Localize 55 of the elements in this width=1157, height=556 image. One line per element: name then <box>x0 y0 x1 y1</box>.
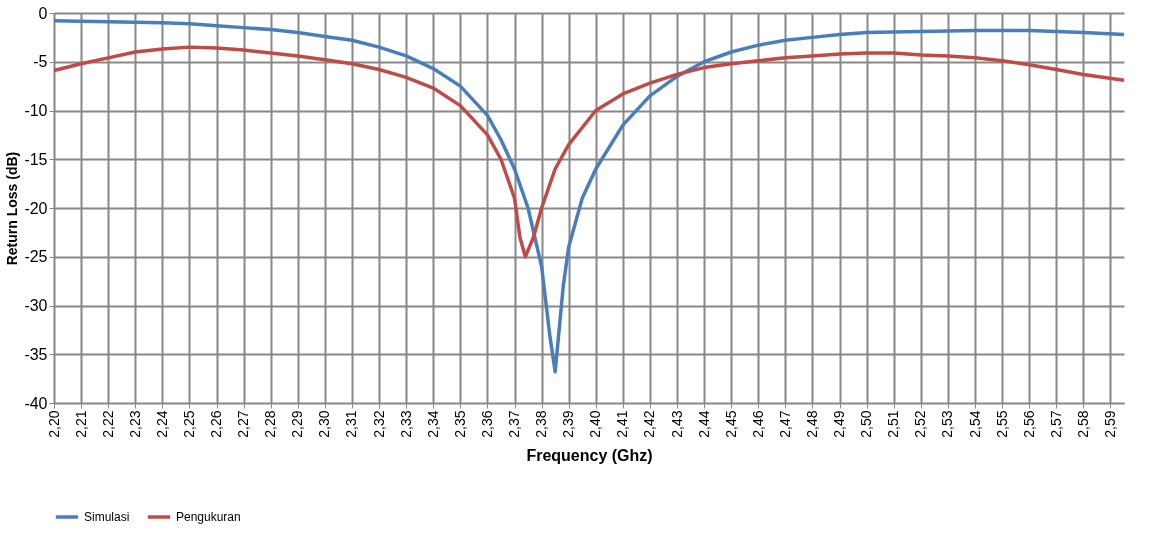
y-tick-label: -15 <box>24 150 48 168</box>
y-tick-label: -25 <box>24 248 48 266</box>
x-tick-label: 2,22 <box>99 410 116 438</box>
x-tick-label: 2,31 <box>343 410 360 438</box>
y-tick-label: -30 <box>24 297 48 314</box>
line-series <box>52 45 1126 259</box>
x-tick-label: 2,34 <box>424 410 441 438</box>
x-tick-label: 2,54 <box>966 410 983 438</box>
x-tick-label: 2,20 <box>45 410 62 438</box>
x-tick-label: 2,51 <box>885 410 902 438</box>
x-tick-label: 2,41 <box>614 410 631 438</box>
x-tick-label: 2,53 <box>939 410 956 438</box>
x-tick-label: 2,52 <box>912 410 929 438</box>
y-tick-label: -35 <box>24 345 48 363</box>
x-tick-label: 2,58 <box>1074 410 1091 438</box>
x-tick-label: 2,44 <box>695 410 712 438</box>
x-tick-label: 2,48 <box>803 410 820 438</box>
x-tick-label: 2,33 <box>397 410 414 438</box>
x-tick-label: 2,24 <box>153 410 170 438</box>
x-tick-label: 2,59 <box>1101 410 1118 438</box>
x-tick-label: 2,50 <box>858 410 875 438</box>
x-tick-label: 2,27 <box>235 410 252 438</box>
legend-label: Simulasi <box>84 510 130 524</box>
y-tick-label: -20 <box>24 199 48 217</box>
x-tick-label: 2,23 <box>126 410 143 438</box>
y-tick-label: -40 <box>24 394 48 412</box>
x-tick-label: 2,35 <box>451 410 468 438</box>
x-tick-label: 2,45 <box>722 410 739 438</box>
x-tick-label: 2,56 <box>1020 410 1037 438</box>
y-tick-label: 0 <box>38 4 48 22</box>
x-tick-label: 2,57 <box>1047 410 1064 438</box>
x-tick-label: 2,55 <box>993 410 1010 438</box>
x-tick-label: 2,38 <box>533 410 550 438</box>
x-tick-label: 2,21 <box>72 410 89 438</box>
x-tick-label: 2,30 <box>316 410 333 438</box>
x-tick-label: 2,47 <box>776 410 793 438</box>
x-axis-title: Frequency (Ghz) <box>526 446 653 464</box>
x-tick-label: 2,25 <box>180 410 197 438</box>
line-series <box>52 19 1126 374</box>
x-tick-label: 2,28 <box>262 410 279 438</box>
x-tick-label: 2,26 <box>208 410 225 438</box>
y-axis-title: Return Loss (dB) <box>4 151 21 266</box>
x-tick-label: 2,43 <box>668 410 685 438</box>
x-tick-label: 2,42 <box>641 410 658 438</box>
x-tick-label: 2,32 <box>370 410 387 438</box>
x-tick-label: 2,37 <box>506 410 523 438</box>
y-tick-label: -10 <box>24 102 48 119</box>
x-tick-label: 2,29 <box>289 410 306 438</box>
legend-label: Pengukuran <box>176 510 241 524</box>
x-tick-label: 2,49 <box>831 410 848 438</box>
x-tick-label: 2,36 <box>478 410 495 438</box>
x-tick-label: 2,40 <box>587 410 604 438</box>
x-tick-label: 2,46 <box>749 410 766 438</box>
y-tick-label: -5 <box>33 53 48 71</box>
x-tick-label: 2,39 <box>560 410 577 438</box>
